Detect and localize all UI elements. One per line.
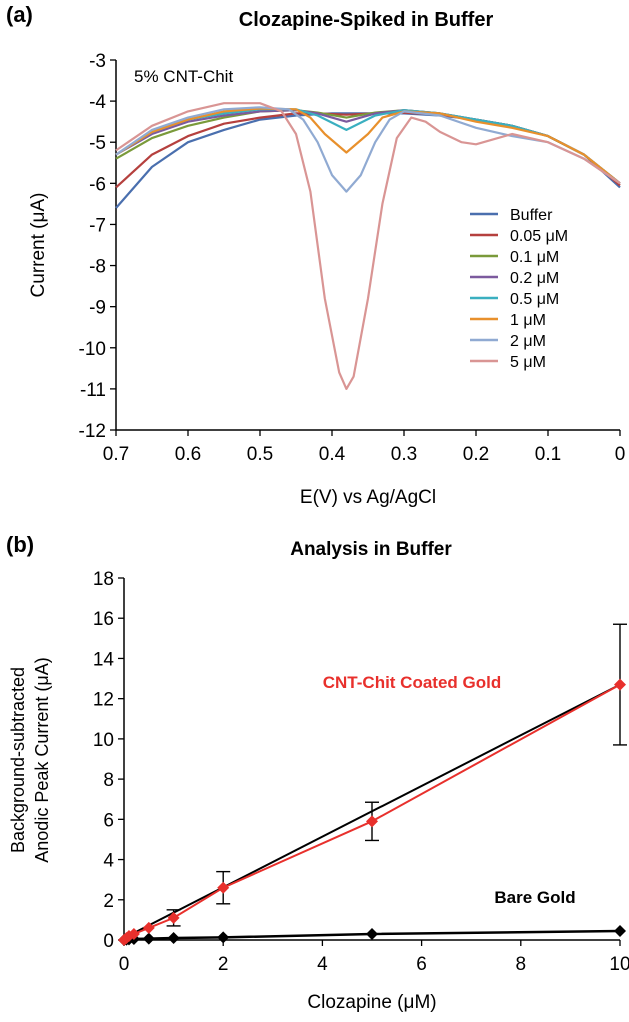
marker-cnt-chit [614,678,626,691]
marker-cnt-chit [127,927,140,940]
y-tick-label: -5 [89,133,106,154]
y-tick-label: -7 [89,215,106,236]
panel-b-ylabel-line1: Background-subtracted [8,667,28,853]
panel-b-plot: 0 2 4 6 8 10 12 14 16 18 0 2 4 6 8 10 [93,569,629,975]
x-tick-label: 0.3 [391,444,417,465]
legend-label-0: Buffer [510,207,553,224]
marker-cnt-chit [142,921,155,934]
legend-label-5: 1 μM [510,312,546,329]
x-tick-label: 0 [119,954,130,975]
panel-b-ylabel-line2: Anodic Peak Current (μA) [32,657,52,862]
panel-b-xlabel: Clozapine (μM) [307,992,436,1013]
y-tick-label: -10 [79,339,106,360]
marker-cnt-chit [366,815,378,828]
legend-label-4: 0.5 μM [510,291,559,308]
y-tick-label: 18 [93,569,114,590]
panel-b-label: (b) [6,532,34,557]
marker-bare-gold [366,927,378,940]
y-tick-label: 12 [93,690,114,711]
series-label-bare-gold: Bare Gold [494,888,575,907]
x-tick-label: 0.1 [535,444,561,465]
marker-cnt-chit [217,881,230,894]
series-line-3 [115,109,621,185]
panel-a-title: Clozapine-Spiked in Buffer [239,9,494,31]
panel-b-title: Analysis in Buffer [290,539,452,560]
x-tick-label: 8 [516,954,527,975]
x-tick-label: 0.2 [463,444,489,465]
y-tick-label: 0 [103,931,114,952]
legend-label-2: 0.1 μM [510,249,559,266]
x-tick-label: 4 [317,954,328,975]
legend-label-6: 2 μM [510,333,546,350]
series-line-7 [115,102,621,390]
x-tick-label: 0.6 [175,444,201,465]
legend-label-3: 0.2 μM [510,270,559,287]
x-tick-label: 10 [609,954,629,975]
y-tick-label: -4 [89,92,106,113]
marker-bare-gold [614,924,626,937]
x-tick-label: 2 [218,954,229,975]
y-tick-label: 4 [103,851,114,872]
legend-label-7: 5 μM [510,354,546,371]
marker-bare-gold [167,931,180,944]
x-tick-label: 0.4 [319,444,346,465]
panel-a-ylabel: Current (μA) [28,193,49,298]
x-tick-label: 0.7 [103,444,129,465]
panel-a-xlabel: E(V) vs Ag/AgCl [300,487,436,508]
y-tick-label: -12 [79,421,106,442]
marker-bare-gold [217,931,230,944]
y-tick-label: -8 [89,257,106,278]
y-tick-label: 6 [103,810,114,831]
panel-a-label: (a) [6,2,33,27]
series-label-cnt-chit: CNT-Chit Coated Gold [323,673,501,692]
y-tick-label: 10 [93,730,114,751]
y-tick-label: 14 [93,649,115,670]
x-tick-label: 0 [615,444,626,465]
series-line-1 [115,111,621,189]
legend-label-1: 0.05 μM [510,228,568,245]
y-tick-label: 2 [103,891,114,912]
panel-a-annotation: 5% CNT-Chit [134,67,233,86]
y-tick-label: 16 [93,609,114,630]
series-line-5 [115,107,621,185]
marker-cnt-chit [167,911,180,924]
y-tick-label: -11 [80,380,106,401]
panel-a-plot: -3 -4 -5 -6 -7 -8 -9 -10 -11 -120.7 0.6 0.5 0.4 0.3 0.… [79,51,626,465]
y-tick-label: -9 [89,298,106,319]
x-tick-label: 6 [416,954,427,975]
marker-bare-gold [142,932,155,945]
y-tick-label: -3 [89,51,106,72]
y-tick-label: -6 [89,174,106,195]
x-tick-label: 0.5 [247,444,273,465]
y-tick-label: 8 [103,770,114,791]
